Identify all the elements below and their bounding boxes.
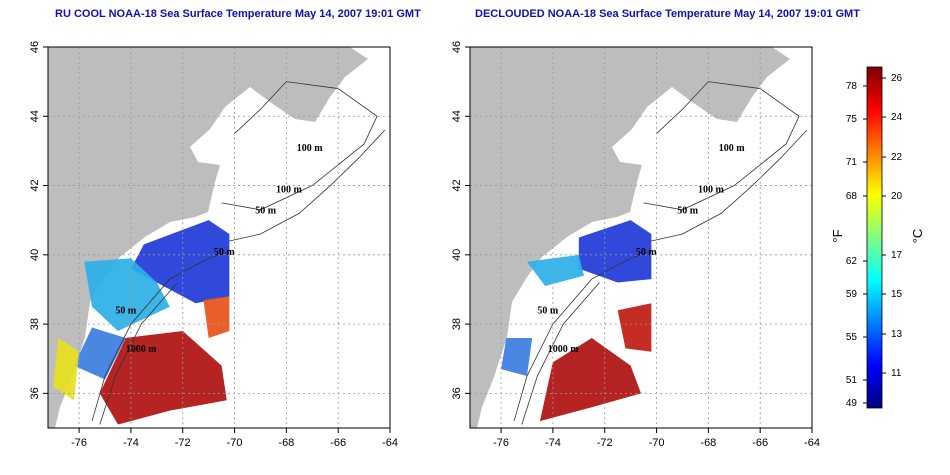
sst-patch [84, 258, 170, 332]
y-tick-label: 36 [29, 387, 41, 399]
panel-left-title: RU COOL NOAA-18 Sea Surface Temperature … [55, 8, 421, 20]
sst-patch [99, 331, 227, 425]
fahrenheit-tick-label: 59 [846, 289, 858, 300]
x-tick-label: -74 [123, 437, 139, 449]
contour-label: 50 m [537, 306, 559, 317]
bathymetry-contour [91, 250, 230, 422]
map-panel: 100 m 100 m 50 m 50 m 50 m 1000 m -76 -74 -72 -70… [451, 41, 820, 449]
x-tick-label: -72 [597, 437, 613, 449]
map-frame [47, 46, 391, 429]
bathymetry-contour [513, 250, 652, 422]
x-tick-label: -76 [71, 437, 87, 449]
sst-patch [539, 337, 641, 422]
celsius-tick-label: 24 [891, 112, 903, 123]
x-tick-label: -72 [175, 437, 191, 449]
fahrenheit-tick-label: 49 [846, 398, 858, 409]
contour-label: 50 m [214, 247, 236, 258]
bathymetry-contour [229, 129, 386, 242]
contour-label: 100 m [276, 184, 303, 195]
bathymetry-contour [99, 282, 178, 425]
x-tick-label: -76 [493, 437, 509, 449]
y-tick-label: 36 [451, 387, 463, 399]
x-tick-label: -66 [752, 437, 768, 449]
y-tick-label: 38 [29, 318, 41, 330]
fahrenheit-tick-label: 78 [846, 81, 858, 92]
celsius-tick-label: 20 [891, 191, 903, 202]
land-mass [470, 47, 790, 428]
land-mass [48, 47, 368, 428]
y-tick-label: 42 [451, 179, 463, 191]
contour-label: 1000 m [548, 344, 580, 355]
contour-label: 50 m [255, 205, 276, 216]
panel-right-title: DECLOUDED NOAA-18 Sea Surface Temperatur… [475, 8, 860, 20]
colorbar-bar [866, 66, 883, 409]
celsius-unit: °C [910, 229, 925, 244]
celsius-tick-label: 11 [891, 368, 902, 379]
sst-patch [53, 337, 80, 401]
sst-patch [73, 327, 126, 380]
sst-patch [578, 220, 652, 283]
celsius-tick-label: 17 [891, 250, 903, 261]
contour-label: 100 m [698, 184, 725, 195]
sst-patch [130, 220, 230, 304]
x-tick-label: -70 [649, 437, 665, 449]
sst-patch [617, 303, 652, 352]
bathymetry-contour [521, 282, 600, 425]
y-tick-label: 46 [29, 41, 41, 53]
fahrenheit-tick-label: 55 [846, 332, 858, 343]
contour-label: 50 m [636, 247, 658, 258]
bathymetry-contour [651, 129, 808, 242]
y-tick-label: 40 [451, 249, 463, 261]
x-tick-label: -66 [330, 437, 346, 449]
x-tick-label: -74 [545, 437, 561, 449]
celsius-tick-label: 15 [891, 289, 903, 300]
contour-label: 50 m [115, 306, 137, 317]
contour-label: 50 m [677, 205, 699, 216]
contour-label: 100 m [719, 143, 746, 154]
y-tick-label: 42 [29, 179, 41, 191]
sst-patch [501, 337, 533, 377]
fahrenheit-tick-label: 68 [846, 191, 858, 202]
fahrenheit-tick-label: 71 [846, 157, 858, 168]
y-tick-label: 38 [451, 318, 463, 330]
y-tick-label: 44 [451, 110, 463, 122]
y-tick-label: 46 [451, 41, 463, 53]
contour-label: 1000 m [126, 344, 157, 355]
sst-patch [203, 296, 230, 338]
x-tick-label: -70 [227, 437, 243, 449]
fahrenheit-unit: °F [830, 229, 845, 242]
fahrenheit-tick-label: 51 [846, 375, 858, 386]
y-tick-label: 40 [29, 249, 41, 261]
fahrenheit-tick-label: 75 [846, 114, 858, 125]
celsius-tick-label: 26 [891, 73, 903, 84]
map-frame [469, 46, 813, 429]
contour-label: 100 m [297, 143, 324, 154]
fahrenheit-tick-label: 62 [846, 256, 858, 267]
celsius-tick-label: 13 [891, 329, 903, 340]
x-tick-label: -68 [700, 437, 716, 449]
sst-patch [527, 254, 584, 286]
y-tick-label: 44 [29, 110, 41, 122]
x-tick-label: -68 [278, 437, 294, 449]
celsius-tick-label: 22 [891, 152, 903, 163]
x-tick-label: -64 [804, 437, 820, 449]
x-tick-label: -64 [382, 437, 398, 449]
